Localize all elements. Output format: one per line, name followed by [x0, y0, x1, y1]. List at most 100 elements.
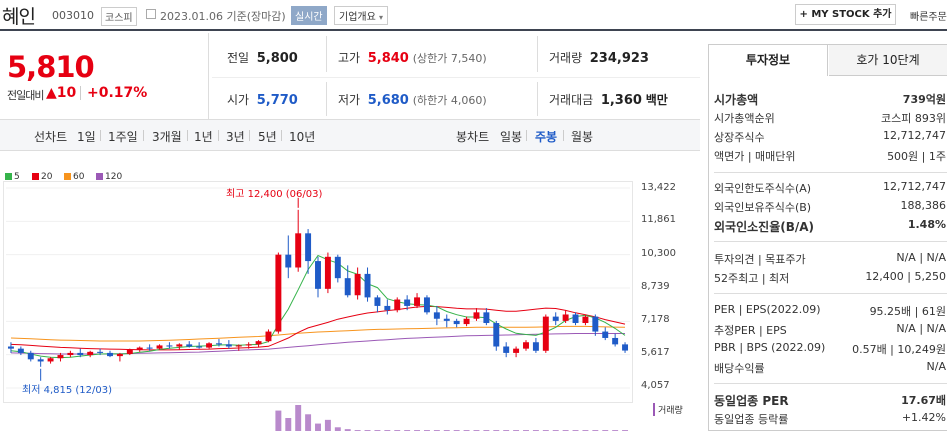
prev-value: 5,800 — [256, 51, 298, 66]
candle-chart-label: 봉차트 — [456, 130, 490, 144]
price-chart[interactable] — [0, 150, 700, 431]
invest-row-value: 95.25배 | 61원 — [869, 305, 946, 318]
ma120-line — [10, 333, 625, 355]
low-value: 5,680 — [367, 93, 409, 108]
legend-swatch — [64, 173, 71, 180]
volume: 거래량 234,923 — [549, 49, 649, 66]
legend-label: 5 — [14, 172, 20, 182]
candle-body — [97, 351, 104, 353]
invest-row: 동일업종 PER 17.67배 — [714, 392, 946, 410]
divider — [526, 130, 527, 141]
period-3m[interactable]: 3개월 — [152, 130, 182, 144]
y-tick: 4,057 — [641, 380, 670, 391]
volume-bar — [285, 418, 292, 431]
period-5y[interactable]: 5년 — [258, 130, 277, 144]
period-3y[interactable]: 3년 — [226, 130, 245, 144]
period-1d[interactable]: 1일 — [77, 130, 96, 144]
divider — [714, 383, 947, 384]
candle-body — [443, 318, 450, 321]
invest-row: 동일업종 등락률 +1.42% — [714, 411, 946, 429]
min-price-label: 최저 4,815 (12/03) — [22, 385, 113, 396]
candle-body — [285, 254, 292, 268]
line-chart-label: 선차트 — [34, 130, 68, 144]
candle-body — [374, 297, 381, 306]
invest-row: 외국인한도주식수(A) 12,712,747 — [714, 180, 946, 198]
candle-body — [176, 344, 183, 347]
change-value: ▲10 — [46, 85, 77, 101]
candle-body — [433, 312, 440, 319]
candle-body — [532, 342, 539, 351]
candle-body — [483, 312, 490, 324]
y-tick: 13,422 — [641, 182, 676, 193]
candle-body — [136, 347, 143, 350]
invest-row: 추정PER | EPS N/A | N/A — [714, 322, 946, 340]
candle-weekly[interactable]: 주봉 — [535, 130, 558, 144]
invest-row-label: 동일업종 PER — [714, 394, 789, 408]
volume-bar — [315, 423, 321, 431]
candle-body — [334, 256, 341, 279]
invest-row: 52주최고 | 최저 12,400 | 5,250 — [714, 270, 946, 288]
invest-row-value: 12,400 | 5,250 — [865, 270, 946, 283]
invest-row-label: PER | EPS(2022.09) — [714, 303, 821, 316]
corp-info-dropdown[interactable]: 기업개요 ▾ — [334, 6, 389, 25]
candle-body — [394, 299, 401, 311]
invest-row-value: N/A | N/A — [896, 251, 946, 264]
legend-label: 20 — [41, 172, 53, 182]
divider — [563, 130, 564, 141]
tab-invest-info[interactable]: 투자정보 — [709, 45, 828, 76]
candle-body — [17, 348, 24, 353]
invest-row: 상장주식수 12,712,747 — [714, 129, 946, 147]
quick-order-link[interactable]: 빠른주문 — [910, 12, 947, 23]
change-percent: +0.17% — [87, 85, 148, 101]
invest-row-label: 시가총액순위 — [714, 112, 775, 125]
invest-row-value: N/A | N/A — [896, 322, 946, 335]
period-10y[interactable]: 10년 — [289, 130, 316, 144]
period-1w[interactable]: 1주일 — [108, 130, 138, 144]
invest-row-value: 500원 | 1주 — [887, 150, 946, 163]
realtime-button[interactable]: 실시간 — [291, 6, 327, 25]
candle-body — [572, 314, 579, 324]
ma60-line — [10, 325, 626, 342]
candle-body — [215, 343, 222, 345]
candle-body — [612, 337, 619, 345]
invest-row: PBR | BPS (2022.09) 0.57배 | 10,249원 — [714, 341, 946, 359]
candle-monthly[interactable]: 월봉 — [571, 130, 594, 144]
add-mystock-button[interactable]: + MY STOCK 추가 — [795, 4, 896, 25]
open-price: 시가 5,770 — [227, 91, 298, 108]
candle-body — [245, 344, 252, 346]
candle-body — [562, 314, 569, 321]
legend-ma60: 60 — [64, 172, 84, 182]
candle-body — [225, 344, 232, 347]
divider — [100, 130, 101, 141]
invest-row-value: 코스피 893위 — [881, 112, 946, 125]
stock-code: 003010 — [52, 9, 94, 22]
candle-body — [275, 254, 282, 332]
chart-frame — [3, 181, 633, 403]
invest-row-label: 시가총액 — [714, 93, 759, 107]
invest-row-value: +1.42% — [901, 411, 946, 424]
period-1y[interactable]: 1년 — [194, 130, 213, 144]
high-label: 고가 — [338, 51, 361, 65]
candle-body — [67, 352, 74, 356]
invest-row-label: 액면가 | 매매단위 — [714, 150, 796, 163]
lower-limit: (하한가 4,060) — [412, 94, 487, 107]
legend-label: 60 — [73, 172, 85, 182]
candle-daily[interactable]: 일봉 — [500, 130, 523, 144]
prev-close: 전일 5,800 — [227, 49, 298, 66]
invest-row-label: 외국인한도주식수(A) — [714, 182, 812, 195]
prev-label: 전일 — [227, 51, 250, 65]
invest-row-label: 상장주식수 — [714, 131, 765, 144]
tab-orderbook[interactable]: 호가 10단계 — [829, 45, 947, 76]
y-tick: 8,739 — [641, 281, 670, 292]
divider — [714, 241, 947, 242]
volume-bar — [344, 429, 351, 431]
candle-body — [116, 353, 123, 357]
invest-row: 배당수익률 N/A — [714, 360, 946, 378]
low-label: 저가 — [338, 93, 361, 107]
candle-body — [503, 346, 510, 353]
divider — [143, 130, 144, 141]
invest-row-label: 투자의견 | 목표주가 — [714, 253, 806, 266]
amount-unit: 백만 — [645, 93, 668, 107]
volume-bar — [334, 427, 341, 431]
candle-body — [364, 273, 371, 298]
